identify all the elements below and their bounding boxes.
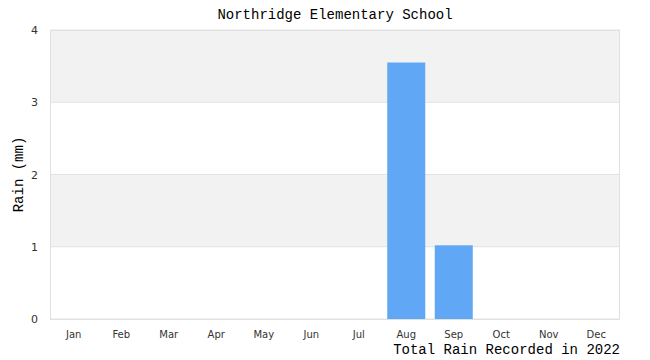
chart-container: 0 1 2 3 4 Jan Feb Mar Apr May Jun Jul Aug Sep Oct Nov De… <box>0 0 650 360</box>
grid-band <box>50 30 620 102</box>
x-tick-label: May <box>253 329 274 340</box>
x-tick-label: Jan <box>65 329 81 340</box>
bar <box>482 319 520 320</box>
bar <box>245 319 283 320</box>
x-tick-label: Feb <box>112 329 130 340</box>
bar <box>102 319 140 320</box>
bars <box>387 63 473 319</box>
x-tick-label: Apr <box>208 329 226 340</box>
x-tick-label: Sep <box>444 329 463 340</box>
x-tick-label: Aug <box>396 329 416 340</box>
x-tick-label: Jul <box>352 329 365 340</box>
grid-line <box>50 246 620 247</box>
page: {"chart_data": {"type": "bar", "title": … <box>0 0 650 360</box>
y-tick-label: 2 <box>31 169 38 182</box>
grid-line <box>50 102 620 103</box>
bar <box>292 319 330 320</box>
bar <box>55 319 93 320</box>
bar <box>577 319 615 320</box>
plot-frame <box>51 31 620 320</box>
title: Northridge Elementary School <box>217 7 452 23</box>
x-axis-label: Total Rain Recorded in 2022 <box>393 342 620 358</box>
x-tick-label: Jun <box>302 329 319 340</box>
x-tick-label: Dec <box>587 329 606 340</box>
y-axis-label: Rain (mm) <box>11 137 27 213</box>
x-tick-label: Mar <box>159 329 179 340</box>
y-tick-label: 0 <box>31 313 38 326</box>
x-tick-label: Oct <box>493 329 510 340</box>
grid-line <box>50 174 620 175</box>
bar <box>197 319 235 320</box>
chart-svg: 0 1 2 3 4 Jan Feb Mar Apr May Jun Jul Aug Sep Oct Nov De… <box>0 0 650 360</box>
bar <box>340 319 378 320</box>
y-tick-label: 4 <box>31 24 38 37</box>
bar <box>150 319 188 320</box>
y-tick-label: 3 <box>31 96 38 109</box>
bar <box>530 319 568 320</box>
bar <box>435 245 473 319</box>
x-tick-label: Nov <box>539 329 559 340</box>
grid-band <box>50 175 620 247</box>
bar <box>387 63 425 319</box>
y-tick-label: 1 <box>31 241 38 254</box>
